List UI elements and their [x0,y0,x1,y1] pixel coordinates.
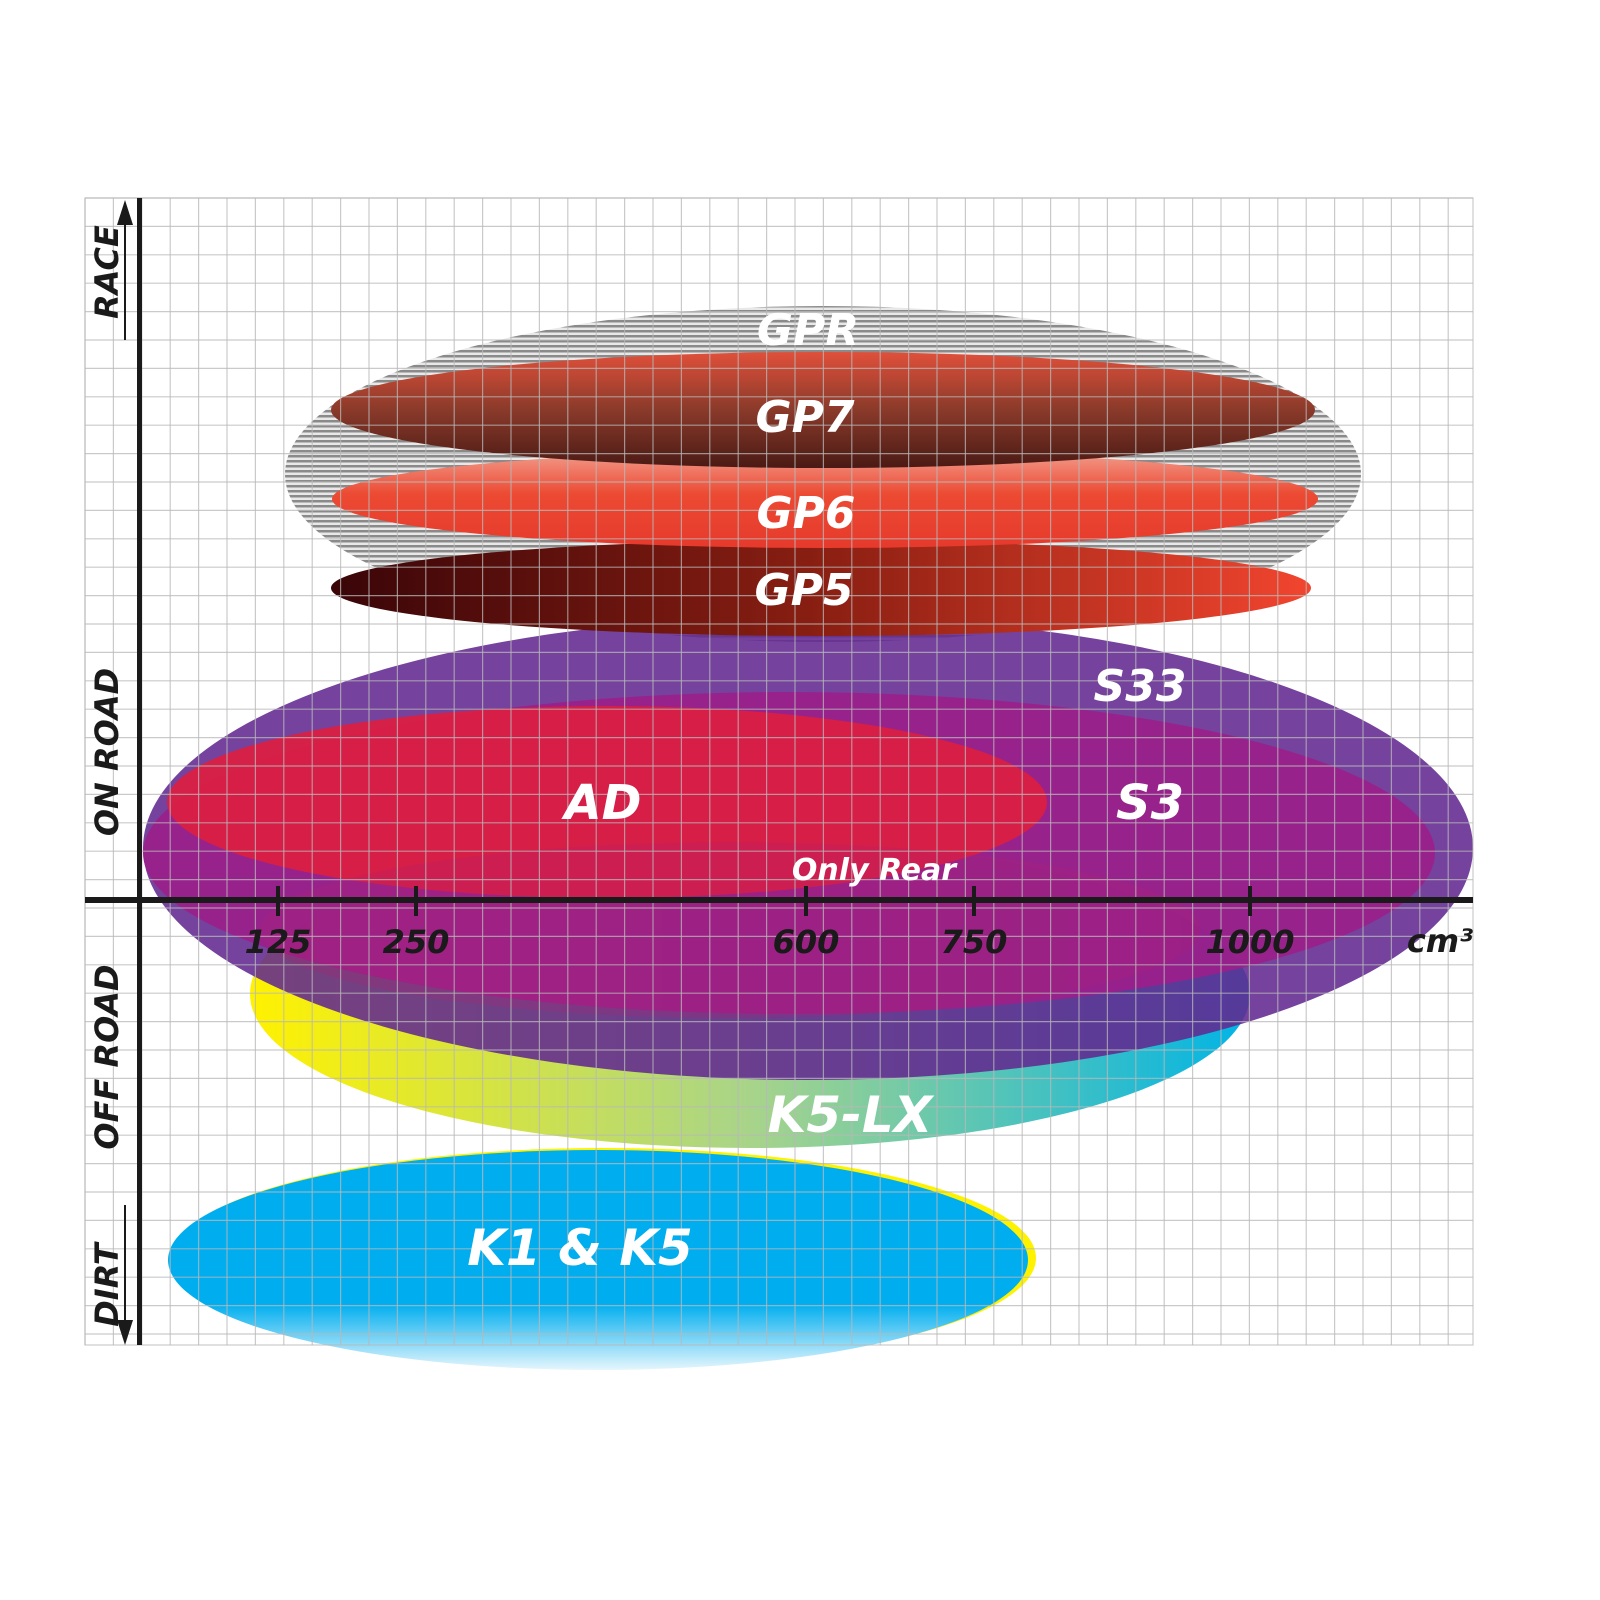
label-gpr: GPR [757,305,859,356]
arrow-up-icon [117,200,133,225]
arrow-down-icon [117,1320,133,1345]
x-tick-125 [276,886,280,916]
x-tick-label-125: 125 [245,923,312,961]
label-only-rear: Only Rear [792,853,958,888]
x-tick-1000 [1248,886,1252,916]
label-ad: AD [561,775,642,831]
y-label-on-road: ON ROAD [88,668,126,836]
k1k5-range [168,1150,1028,1370]
x-tick-label-750: 750 [941,923,1008,961]
label-gp5: GP5 [755,565,854,616]
x-tick-250 [414,886,418,916]
label-gp7: GP7 [756,392,855,443]
label-k5lx: K5-LX [768,1086,935,1144]
ad-range [167,706,1047,898]
label-s33: S33 [1094,661,1187,712]
gp5-range [331,540,1311,636]
x-axis [85,897,1473,903]
label-k1k5: K1 & K5 [467,1219,693,1277]
x-tick-600 [804,886,808,916]
gp6-range [332,450,1318,548]
x-tick-750 [972,886,976,916]
x-unit-label: cm³ [1407,922,1473,960]
y-label-race: RACE [88,225,126,319]
label-gp6: GP6 [757,488,856,539]
grid [84,197,1474,1346]
y-axis [117,198,142,1345]
x-tick-label-600: 600 [773,923,840,961]
x-tick-label-1000: 1000 [1205,923,1294,961]
label-s3: S3 [1116,775,1184,831]
y-label-off-road: OFF ROAD [88,964,126,1149]
y-label-dirt: DIRT [88,1241,126,1327]
x-tick-label-250: 250 [383,923,450,961]
